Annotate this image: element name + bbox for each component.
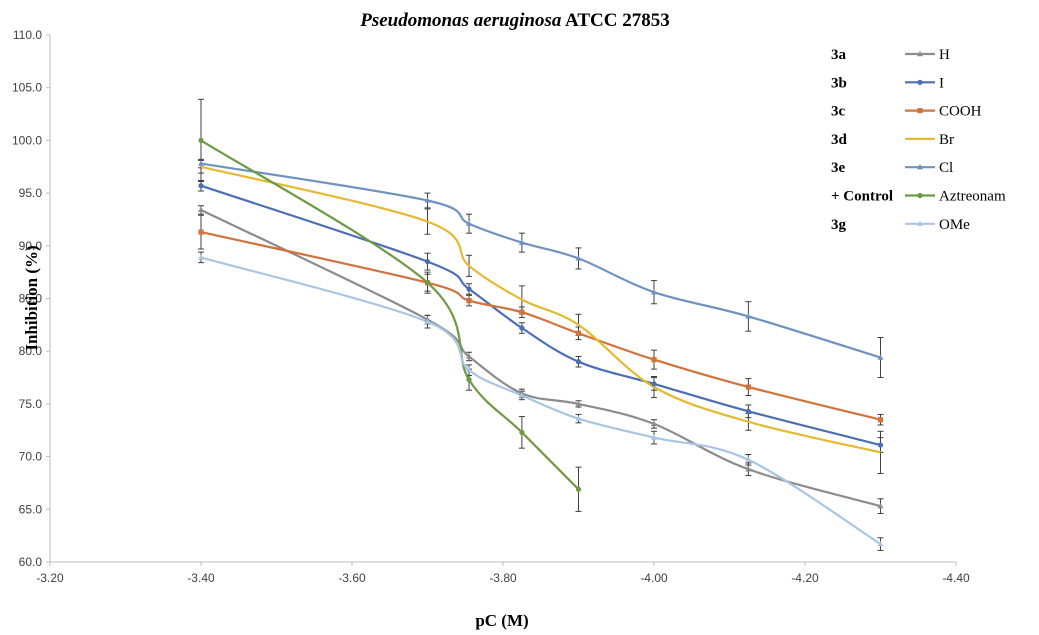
y-axis-label: Inhibition (%) bbox=[22, 245, 41, 350]
x-tick-label: -3.20 bbox=[36, 571, 64, 585]
data-point-cl bbox=[466, 220, 473, 226]
data-point-cl bbox=[575, 255, 582, 261]
series-markers bbox=[198, 137, 884, 547]
data-point-cooh bbox=[519, 309, 525, 315]
series-line-ome bbox=[200, 256, 882, 546]
legend-marker-aztreonam bbox=[917, 192, 923, 199]
y-tick-label: 110.0 bbox=[13, 28, 42, 42]
legend-marker-h bbox=[917, 50, 923, 57]
data-point-i bbox=[651, 381, 657, 387]
legend-id-br: 3d bbox=[831, 132, 848, 148]
data-point-h bbox=[575, 400, 582, 407]
data-point-h bbox=[877, 502, 884, 509]
y-tick-label: 85.0 bbox=[19, 292, 43, 306]
x-tick-label: -4.00 bbox=[640, 571, 668, 585]
data-point-i bbox=[575, 359, 582, 365]
data-point-aztreonam bbox=[519, 429, 525, 435]
chart-title-rest: ATCC 27853 bbox=[561, 10, 669, 31]
legend-marker-i bbox=[917, 79, 923, 85]
y-tick-label: 70.0 bbox=[19, 450, 43, 464]
data-point-ome bbox=[466, 366, 473, 373]
x-tick-label: -3.80 bbox=[489, 571, 517, 585]
data-point-cl bbox=[651, 288, 657, 295]
y-tick-label: 60.0 bbox=[19, 555, 43, 569]
chart-title-italic: Pseudomonas aeruginosa bbox=[359, 10, 562, 31]
axes: 60.0 65.0 70.0 75.0 80.0 85.0 90.0 95.0 100.0 105… bbox=[12, 28, 970, 585]
data-point-i bbox=[466, 286, 472, 292]
legend-name-cl: Cl bbox=[939, 160, 953, 176]
data-point-i bbox=[745, 408, 751, 414]
data-point-cooh bbox=[466, 298, 472, 304]
legend-marker-cl bbox=[917, 164, 923, 170]
data-point-cooh bbox=[198, 229, 204, 235]
x-tick-label: -3.60 bbox=[338, 571, 366, 585]
legend-name-cooh: COOH bbox=[939, 104, 982, 120]
data-point-h bbox=[198, 206, 204, 213]
data-point-cl bbox=[518, 239, 525, 245]
data-point-ome bbox=[518, 392, 525, 398]
data-point-ome bbox=[198, 254, 204, 260]
legend-id-ome: 3g bbox=[831, 217, 847, 233]
data-point-aztreonam bbox=[466, 377, 472, 383]
data-point-i bbox=[877, 442, 884, 448]
chart-title: Pseudomonas aeruginosa ATCC 27853 bbox=[359, 10, 670, 31]
legend-id-i: 3b bbox=[831, 75, 847, 91]
data-point-h bbox=[651, 420, 657, 427]
data-point-aztreonam bbox=[575, 486, 582, 492]
data-point-ome bbox=[745, 456, 752, 462]
data-point-h bbox=[745, 466, 752, 472]
data-point-ome bbox=[575, 415, 582, 421]
legend-id-aztreonam: + Control bbox=[831, 189, 893, 205]
x-tick-label: -4.40 bbox=[942, 571, 970, 585]
x-tick-label: -4.20 bbox=[791, 571, 819, 585]
y-tick-label: 90.0 bbox=[19, 239, 43, 253]
data-point-cooh bbox=[575, 330, 582, 336]
data-point-cl bbox=[424, 197, 431, 203]
series-lines bbox=[200, 139, 882, 546]
legend-marker-cooh bbox=[917, 108, 923, 114]
data-point-i bbox=[519, 325, 525, 331]
data-point-i bbox=[424, 259, 431, 265]
legend-name-ome: OMe bbox=[939, 217, 970, 233]
series-line-cl bbox=[200, 162, 881, 359]
legend-name-aztreonam: Aztreonam bbox=[939, 189, 1006, 205]
data-point-h bbox=[466, 353, 473, 359]
y-tick-label: 105.0 bbox=[12, 81, 42, 95]
data-point-aztreonam bbox=[198, 137, 204, 143]
legend-name-i: I bbox=[939, 75, 944, 91]
data-point-cooh bbox=[651, 357, 657, 363]
x-axis-label: pC (M) bbox=[475, 611, 528, 630]
data-point-cooh bbox=[745, 384, 751, 390]
data-point-ome bbox=[424, 318, 431, 324]
legend-name-br: Br bbox=[939, 132, 954, 148]
legend: 3a H 3b I 3c COOH 3d Br 3e Cl + Control Aztreonam 3g… bbox=[831, 47, 1006, 233]
series-line-br bbox=[200, 165, 881, 454]
legend-id-cl: 3e bbox=[831, 160, 846, 176]
legend-id-h: 3a bbox=[831, 47, 847, 63]
error-bars bbox=[198, 98, 884, 551]
data-point-cooh bbox=[877, 417, 884, 423]
data-point-i bbox=[198, 183, 204, 189]
data-point-ome bbox=[651, 434, 657, 440]
y-tick-label: 75.0 bbox=[19, 397, 43, 411]
y-tick-label: 65.0 bbox=[19, 502, 43, 516]
data-point-cl bbox=[745, 313, 752, 319]
y-tick-label: 95.0 bbox=[19, 186, 43, 200]
series-line-aztreonam bbox=[200, 139, 580, 491]
y-tick-label: 100.0 bbox=[12, 133, 42, 147]
x-tick-label: -3.40 bbox=[187, 571, 215, 585]
legend-name-h: H bbox=[939, 47, 950, 63]
legend-id-cooh: 3c bbox=[831, 104, 846, 120]
series-line-i bbox=[200, 184, 881, 447]
legend-marker-ome bbox=[917, 220, 923, 226]
y-tick-label: 80.0 bbox=[19, 344, 43, 358]
data-point-ome bbox=[877, 540, 884, 547]
data-point-cl bbox=[198, 160, 204, 166]
data-point-cl bbox=[877, 354, 884, 360]
data-point-aztreonam bbox=[424, 280, 431, 286]
